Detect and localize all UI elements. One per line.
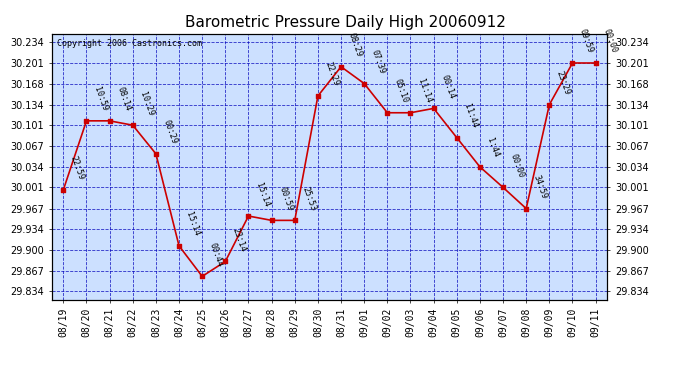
Point [173,243,184,249]
Text: 00:29: 00:29 [161,119,179,146]
Text: Copyright 2006 Castronics.com: Copyright 2006 Castronics.com [57,39,202,48]
Text: 00:14: 00:14 [439,74,456,100]
Text: 15:14: 15:14 [185,211,201,237]
Text: 34:59: 34:59 [532,174,549,200]
Text: 05:10: 05:10 [393,78,410,104]
Text: 22:29: 22:29 [324,61,340,88]
Text: 11:44: 11:44 [462,103,480,129]
Text: Barometric Pressure Daily High 20060912: Barometric Pressure Daily High 20060912 [184,15,506,30]
Point [313,93,324,99]
Point [428,105,439,111]
Text: 00:44: 00:44 [208,242,225,268]
Point [521,206,532,212]
Point [81,118,92,124]
Text: 15:14: 15:14 [254,181,271,208]
Point [220,258,231,264]
Text: 10:29: 10:29 [138,90,155,117]
Text: 09:59: 09:59 [578,28,595,55]
Point [359,81,370,87]
Text: 10:59: 10:59 [92,86,109,112]
Point [590,60,601,66]
Point [405,110,416,116]
Text: 22:59: 22:59 [69,155,86,182]
Text: 00:00: 00:00 [601,28,618,55]
Point [127,122,138,128]
Point [266,217,277,223]
Text: 1:44: 1:44 [486,136,501,159]
Point [289,217,300,223]
Point [104,118,115,124]
Point [544,102,555,108]
Text: 00:00: 00:00 [509,153,526,179]
Text: 08:14: 08:14 [115,86,132,112]
Text: 23:29: 23:29 [555,70,572,96]
Point [382,110,393,116]
Point [243,213,254,219]
Point [497,184,509,190]
Point [335,64,346,70]
Point [58,187,69,193]
Text: 08:29: 08:29 [346,32,364,58]
Point [451,135,462,141]
Text: 25:53: 25:53 [300,186,317,212]
Text: 07:39: 07:39 [370,49,387,75]
Point [197,273,208,279]
Point [475,164,486,170]
Point [150,151,161,157]
Text: 11:14: 11:14 [416,78,433,104]
Text: 23:14: 23:14 [231,226,248,253]
Point [567,60,578,66]
Text: 00:59: 00:59 [277,186,294,212]
